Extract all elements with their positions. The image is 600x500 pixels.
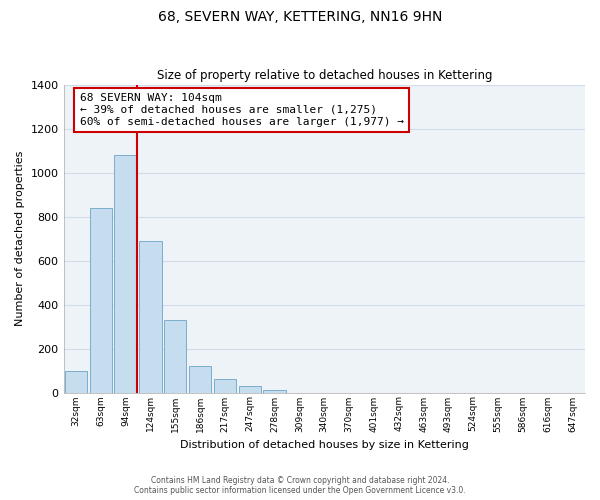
X-axis label: Distribution of detached houses by size in Kettering: Distribution of detached houses by size …: [180, 440, 469, 450]
Bar: [164, 320, 187, 392]
Bar: [214, 380, 236, 392]
Bar: [189, 366, 211, 392]
Bar: [239, 386, 261, 392]
Text: 68 SEVERN WAY: 104sqm
← 39% of detached houses are smaller (1,275)
60% of semi-d: 68 SEVERN WAY: 104sqm ← 39% of detached …: [80, 94, 404, 126]
Title: Size of property relative to detached houses in Kettering: Size of property relative to detached ho…: [157, 69, 492, 82]
Text: Contains HM Land Registry data © Crown copyright and database right 2024.
Contai: Contains HM Land Registry data © Crown c…: [134, 476, 466, 495]
Bar: [65, 370, 87, 392]
Bar: [115, 155, 137, 392]
Bar: [263, 390, 286, 392]
Bar: [139, 240, 161, 392]
Bar: [89, 208, 112, 392]
Y-axis label: Number of detached properties: Number of detached properties: [15, 151, 25, 326]
Text: 68, SEVERN WAY, KETTERING, NN16 9HN: 68, SEVERN WAY, KETTERING, NN16 9HN: [158, 10, 442, 24]
